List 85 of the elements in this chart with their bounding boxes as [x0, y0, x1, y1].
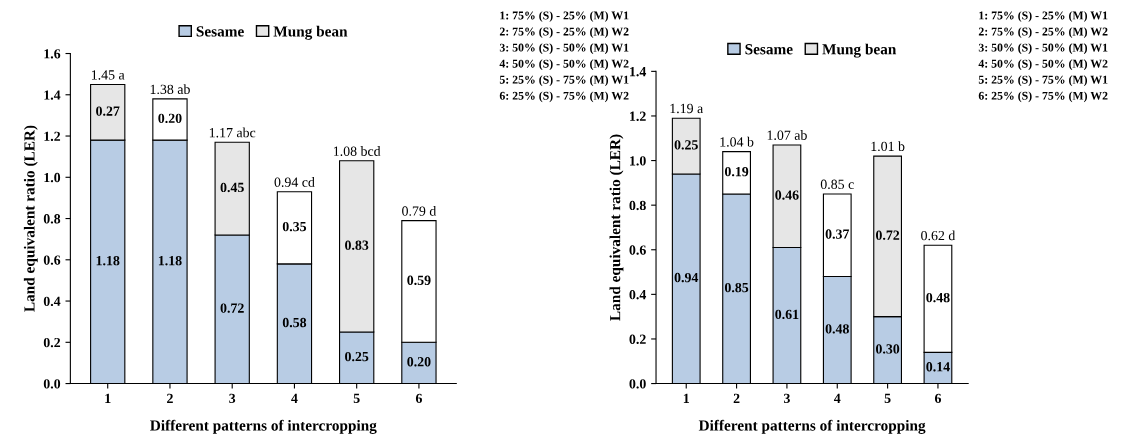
x-tick-label: 1: [105, 393, 111, 403]
y-tick-label: 0.4: [629, 289, 647, 300]
data-label: 0.20: [158, 113, 182, 124]
text: 4: 50% (S) - 50% (M) W2: [978, 59, 1108, 71]
y-axis-title: Land equivalent ratio (LER): [609, 134, 624, 321]
y-tick-label: 1.2: [44, 131, 61, 142]
y-tick-label: 0.6: [629, 245, 646, 255]
legend-label: Sesame: [745, 44, 793, 55]
y-tick-label: 0.2: [629, 334, 646, 344]
total-label: 0.62 d: [921, 230, 956, 241]
data-label: 0.61: [775, 309, 799, 320]
data-label: 0.19: [724, 166, 749, 177]
y-tick-label: 1.6: [44, 49, 61, 59]
legend-label: Sesame: [196, 26, 244, 37]
total-label: 1.19 a: [670, 103, 704, 114]
x-axis-title: Different patterns of intercropping: [150, 419, 377, 434]
data-label: 0.14: [926, 362, 950, 372]
data-label: 0.83: [345, 240, 369, 250]
text: 4: 50% (S) - 50% (M) W2: [499, 59, 629, 71]
text: 2: 75% (S) - 25% (M) W2: [978, 27, 1108, 38]
total-label: 1.04 b: [720, 136, 754, 147]
x-tick-label: 6: [934, 393, 942, 404]
data-label: 0.59: [407, 275, 431, 285]
x-tick-label: 5: [353, 393, 360, 404]
text: 6: 25% (S) - 75% (M) W2: [978, 91, 1108, 103]
data-label: 1.18: [96, 255, 120, 266]
y-tick-label: 0.0: [43, 379, 61, 389]
y-tick-label: 0.2: [43, 337, 61, 348]
data-label: 0.94: [674, 272, 699, 283]
data-label: 0.72: [220, 303, 244, 313]
y-tick-label: 0.0: [629, 379, 646, 389]
total-label: 1.08 bcd: [333, 146, 381, 156]
data-label: 0.46: [775, 190, 799, 200]
total-label: 0.79 d: [402, 205, 437, 216]
y-tick-label: 0.6: [43, 255, 61, 265]
x-tick-label: 4: [833, 393, 841, 403]
data-label: 0.72: [875, 230, 900, 240]
y-tick-label: 0.8: [43, 214, 61, 224]
total-label: 1.07 ab: [767, 130, 807, 140]
text: 1: 75% (S) - 25% (M) W1: [500, 11, 629, 22]
text: 1: 75% (S) - 25% (M) W1: [979, 11, 1108, 22]
x-axis-title: Different patterns of intercropping: [698, 419, 926, 434]
data-label: 0.35: [282, 221, 307, 232]
total-label: 0.94 cd: [274, 177, 315, 187]
text: 6: 25% (S) - 75% (M) W2: [499, 91, 629, 103]
y-tick-label: 1.4: [44, 90, 61, 100]
data-label: 0.20: [407, 357, 431, 367]
data-label: 0.45: [220, 182, 244, 193]
data-label: 0.48: [926, 292, 950, 303]
data-label: 0.48: [825, 324, 849, 334]
x-tick-label: 3: [783, 393, 790, 404]
total-label: 1.17 abc: [209, 127, 256, 138]
text: 5: 25% (S) - 75% (M) W1: [978, 75, 1108, 87]
x-tick-label: 3: [229, 393, 236, 404]
text: 5: 25% (S) - 75% (M) W1: [499, 75, 629, 87]
data-label: 0.85: [724, 282, 749, 293]
data-label: 0.30: [875, 344, 900, 354]
total-label: 1.01 b: [871, 141, 905, 152]
total-label: 1.45 a: [91, 70, 125, 80]
text: 3: 50% (S) - 50% (M) W1: [499, 43, 629, 54]
y-tick-label: 1.0: [44, 172, 61, 183]
data-label: 0.27: [96, 106, 120, 116]
total-label: 0.85 c: [820, 179, 854, 190]
y-tick-label: 1.2: [630, 111, 646, 121]
data-label: 0.37: [825, 229, 850, 239]
data-label: 0.25: [345, 351, 369, 362]
y-tick-label: 0.8: [629, 200, 646, 211]
total-label: 1.38 ab: [150, 84, 190, 95]
x-tick-label: 4: [291, 393, 298, 403]
text: 3: 50% (S) - 50% (M) W1: [978, 43, 1108, 54]
x-tick-label: 2: [167, 393, 173, 403]
y-axis-title: Land equivalent ratio (LER): [23, 125, 38, 312]
y-tick-label: 1.4: [630, 67, 647, 77]
y-tick-label: 0.4: [43, 296, 61, 307]
data-label: 1.18: [158, 255, 182, 266]
x-tick-label: 2: [733, 393, 740, 403]
y-tick-label: 1.0: [630, 156, 646, 166]
x-tick-label: 1: [683, 393, 689, 403]
data-label: 0.25: [674, 140, 698, 150]
legend-label: Mung bean: [273, 25, 348, 40]
legend-label: Mung bean: [822, 43, 897, 58]
text: 2: 75% (S) - 25% (M) W2: [499, 27, 629, 38]
data-label: 0.58: [282, 317, 307, 328]
x-tick-label: 5: [884, 393, 891, 404]
x-tick-label: 6: [415, 393, 422, 404]
